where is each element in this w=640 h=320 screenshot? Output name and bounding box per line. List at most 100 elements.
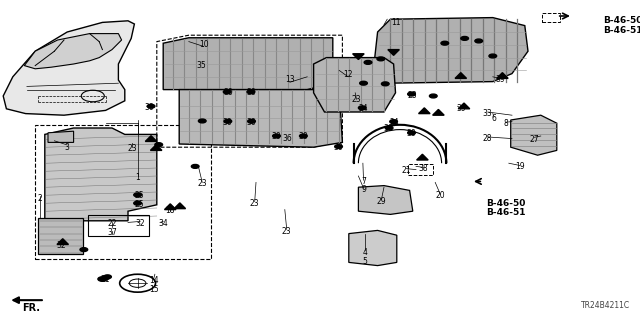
Polygon shape (163, 38, 333, 90)
Circle shape (102, 276, 109, 280)
Circle shape (273, 134, 280, 138)
Circle shape (134, 193, 141, 197)
Text: 24: 24 (358, 104, 368, 113)
Text: 30: 30 (333, 143, 344, 152)
Polygon shape (314, 58, 396, 112)
Text: 30: 30 (222, 118, 232, 127)
Circle shape (381, 82, 389, 86)
Text: 2: 2 (38, 194, 43, 203)
Text: 25: 25 (134, 191, 144, 200)
Text: 33: 33 (483, 109, 493, 118)
Circle shape (385, 126, 393, 130)
Polygon shape (24, 34, 122, 69)
Circle shape (475, 39, 483, 43)
Circle shape (224, 119, 232, 123)
Circle shape (248, 119, 255, 123)
Text: 23: 23 (407, 91, 417, 100)
Text: 4: 4 (362, 248, 367, 257)
Text: 34: 34 (158, 219, 168, 228)
Polygon shape (433, 109, 444, 115)
Circle shape (104, 275, 111, 279)
Polygon shape (497, 73, 508, 78)
Polygon shape (388, 50, 399, 55)
Text: 13: 13 (285, 76, 295, 84)
Polygon shape (419, 108, 430, 114)
Text: 3: 3 (65, 143, 70, 152)
Text: 6: 6 (492, 114, 497, 123)
Text: 30: 30 (145, 103, 155, 112)
Text: 25: 25 (134, 200, 144, 209)
Polygon shape (174, 203, 186, 209)
Text: 30: 30 (246, 88, 257, 97)
Text: 23: 23 (282, 227, 292, 236)
Text: 30: 30 (223, 88, 234, 97)
Text: 19: 19 (515, 162, 525, 171)
Text: 1: 1 (135, 173, 140, 182)
Circle shape (80, 248, 88, 252)
Text: 23: 23 (197, 180, 207, 188)
Circle shape (364, 60, 372, 64)
Polygon shape (38, 218, 83, 254)
Text: 23: 23 (351, 95, 362, 104)
Circle shape (335, 145, 342, 148)
Polygon shape (57, 239, 68, 244)
Text: 5: 5 (362, 257, 367, 266)
Text: 29: 29 (376, 197, 387, 206)
Text: 30: 30 (246, 118, 256, 127)
Text: 15: 15 (148, 285, 159, 294)
Text: 12: 12 (344, 70, 353, 79)
Polygon shape (164, 204, 176, 210)
Bar (542, 13, 560, 22)
Polygon shape (150, 145, 162, 150)
Text: 7: 7 (361, 177, 366, 186)
Circle shape (223, 90, 231, 94)
Circle shape (441, 41, 449, 45)
Circle shape (358, 106, 366, 110)
Circle shape (247, 90, 255, 94)
Text: 11: 11 (391, 18, 400, 27)
Polygon shape (511, 115, 557, 155)
Circle shape (147, 104, 155, 108)
Text: B-46-50: B-46-50 (603, 16, 640, 25)
Circle shape (360, 81, 367, 85)
Polygon shape (179, 90, 342, 147)
Polygon shape (48, 131, 74, 142)
Polygon shape (374, 18, 528, 83)
Text: 18: 18 (165, 206, 174, 215)
Circle shape (429, 94, 437, 98)
Text: 32: 32 (135, 219, 145, 228)
Text: FR.: FR. (22, 303, 40, 313)
Text: 28: 28 (483, 134, 492, 143)
Text: B-46-51: B-46-51 (486, 208, 526, 217)
Text: 32: 32 (56, 241, 66, 250)
Text: 20: 20 (435, 191, 445, 200)
Text: 9: 9 (361, 185, 366, 194)
Text: 14: 14 (148, 276, 159, 285)
Bar (35, 125, 211, 259)
Polygon shape (353, 54, 364, 60)
Circle shape (461, 36, 468, 40)
Text: 22: 22 (108, 220, 116, 228)
Text: 37: 37 (107, 228, 117, 237)
Circle shape (198, 119, 206, 123)
Text: 39: 39 (495, 75, 506, 84)
Text: 23: 23 (127, 144, 137, 153)
Circle shape (377, 57, 385, 61)
Text: 27: 27 (529, 135, 540, 144)
Polygon shape (358, 186, 413, 214)
Text: 10: 10 (198, 40, 209, 49)
Text: TR24B4211C: TR24B4211C (581, 301, 630, 310)
Text: 35: 35 (196, 61, 206, 70)
Text: 23: 23 (250, 199, 260, 208)
Circle shape (191, 164, 199, 168)
Bar (408, 164, 433, 175)
Circle shape (98, 277, 107, 281)
Polygon shape (455, 73, 467, 78)
Circle shape (489, 54, 497, 58)
Polygon shape (349, 230, 397, 266)
Text: 30: 30 (383, 124, 394, 133)
Polygon shape (3, 21, 134, 115)
Circle shape (408, 92, 415, 96)
Circle shape (155, 143, 163, 147)
Polygon shape (458, 103, 470, 109)
